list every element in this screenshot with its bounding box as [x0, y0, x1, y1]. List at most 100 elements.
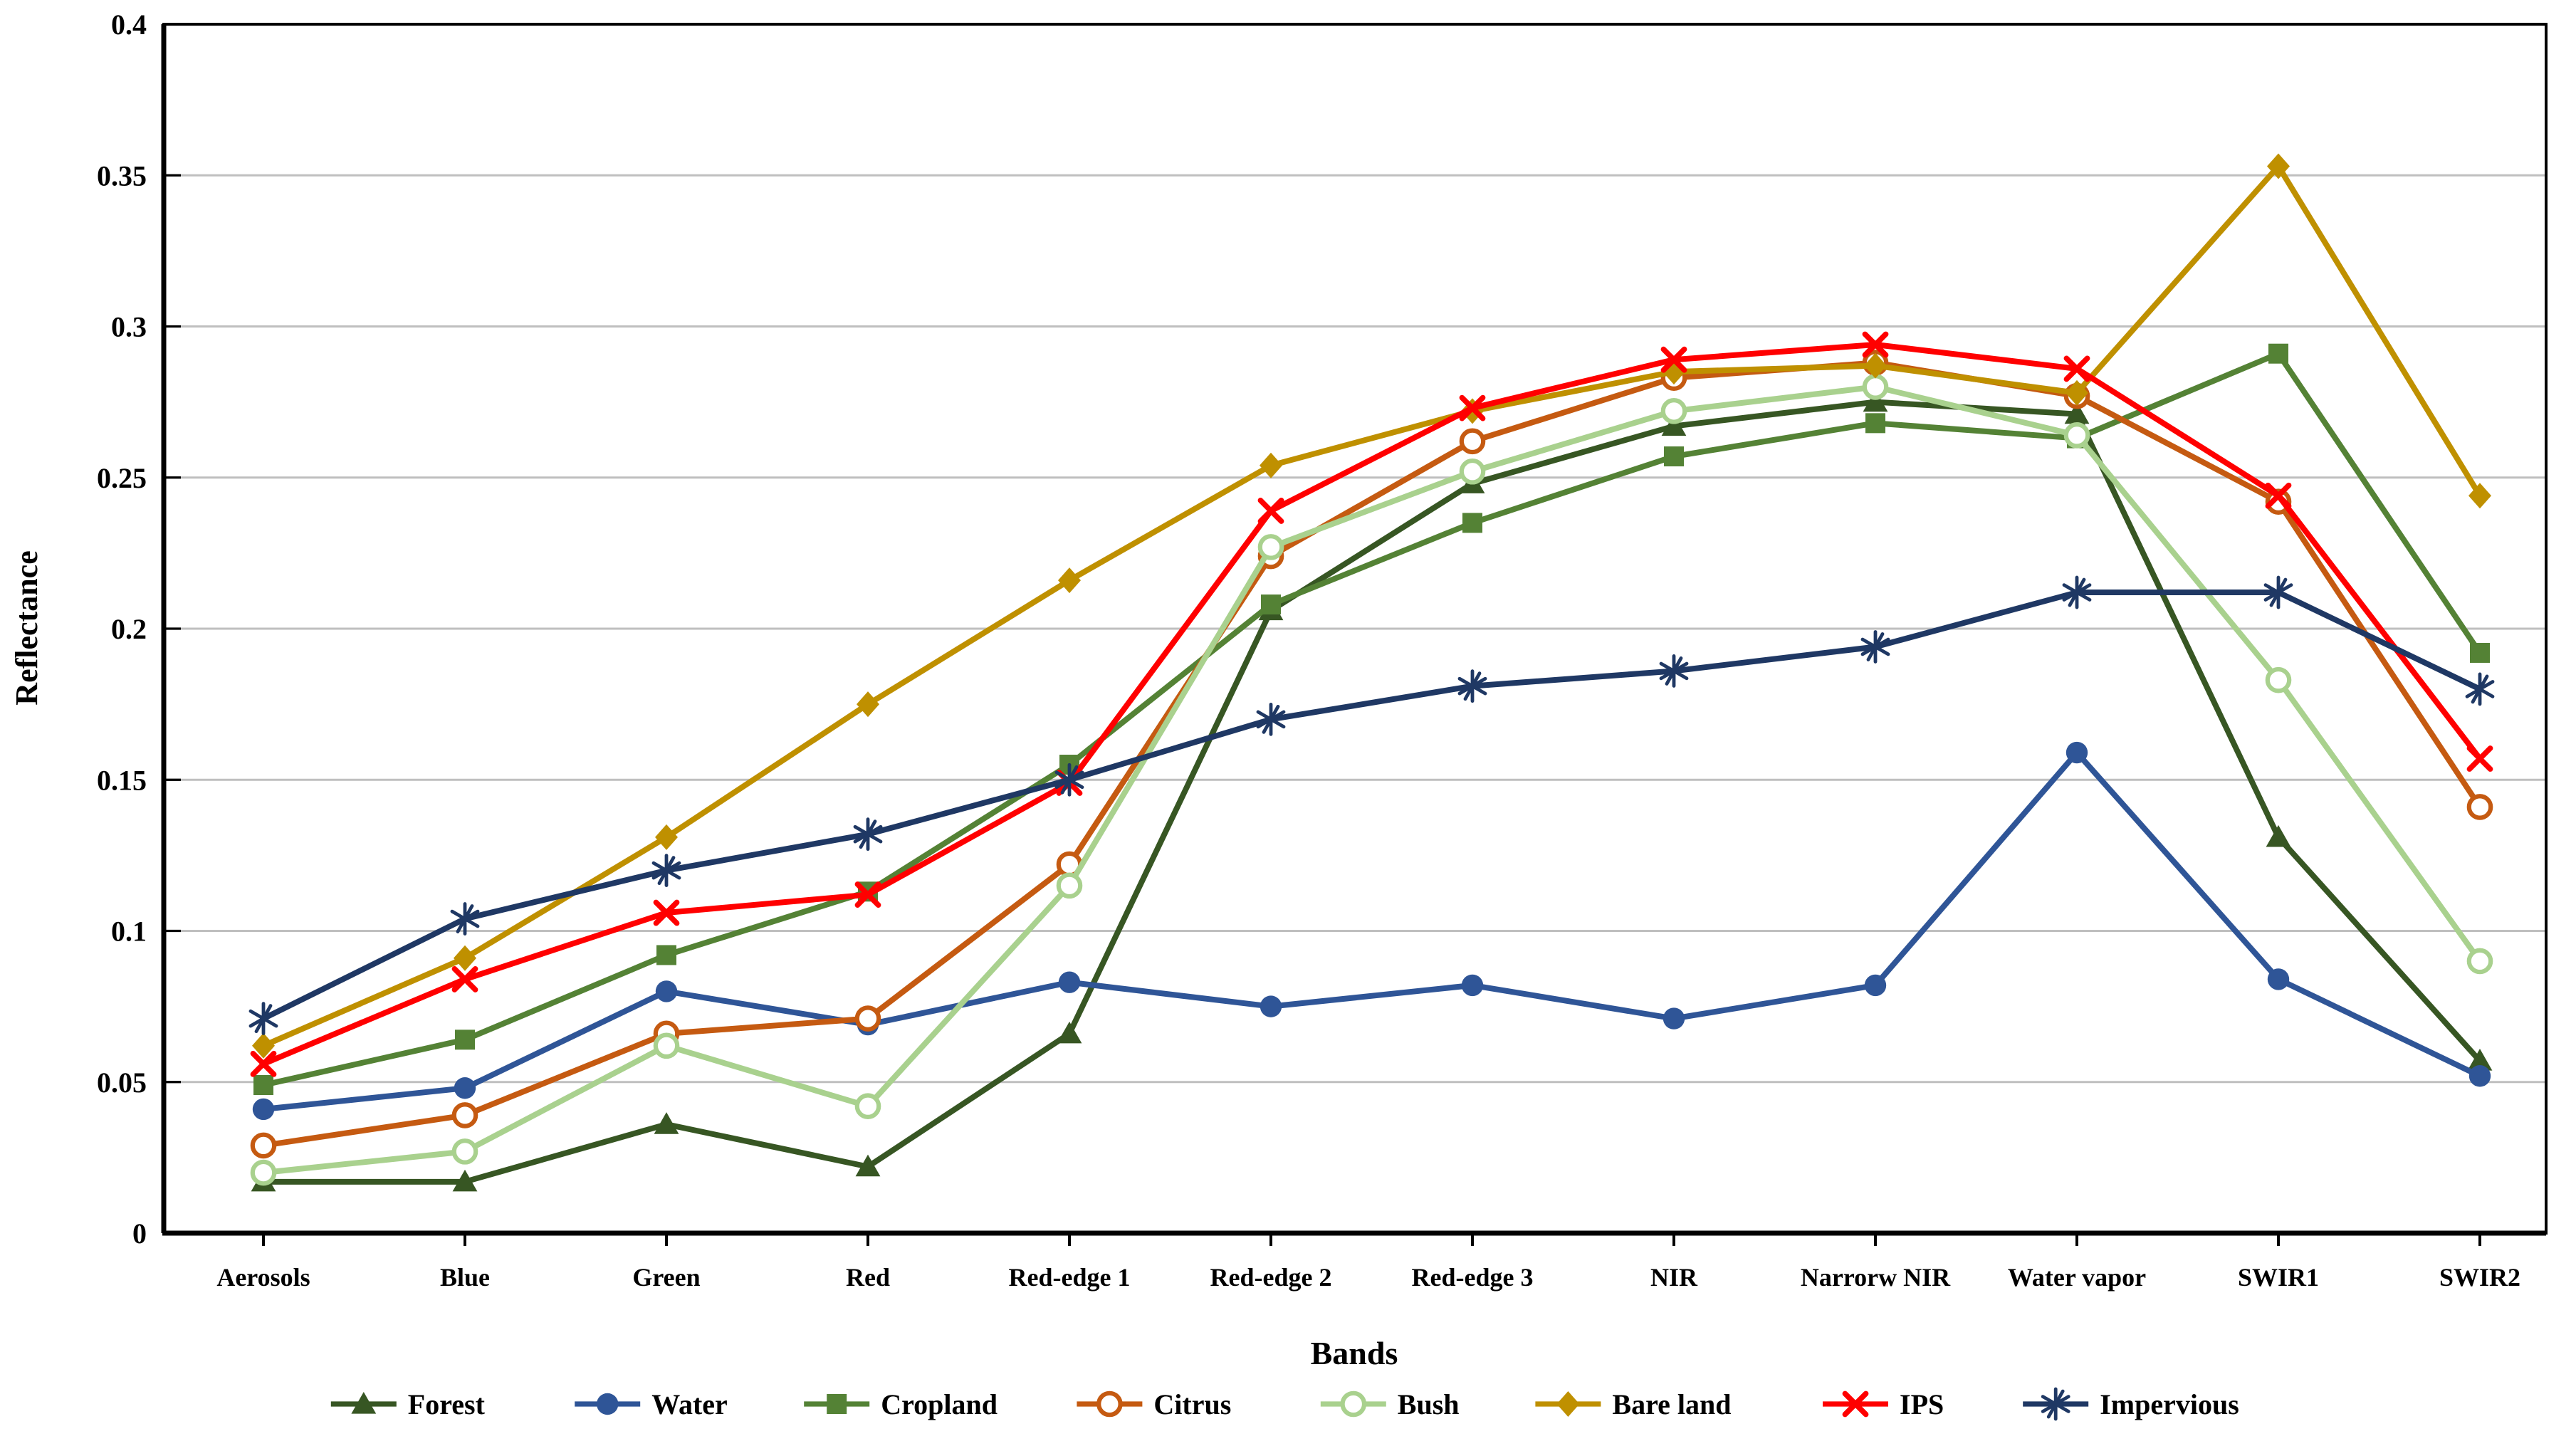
series-bare-land: [252, 153, 2491, 1059]
gridlines: [164, 174, 2546, 1084]
series-line: [261, 750, 2483, 1112]
marker: [854, 881, 881, 908]
x-tick-label-1: Blue: [440, 1263, 490, 1292]
marker: [2466, 745, 2493, 772]
legend-label: Forest: [408, 1388, 486, 1420]
marker: [654, 1112, 679, 1134]
series-line: [261, 360, 2483, 1148]
marker: [455, 1030, 475, 1050]
marker: [351, 1392, 377, 1414]
marker: [450, 902, 480, 936]
marker: [1057, 1021, 1082, 1044]
x-axis-title: Bands: [1311, 1335, 1398, 1371]
marker: [1865, 413, 1885, 434]
series-citrus: [250, 350, 2493, 1159]
legend-label: Citrus: [1153, 1388, 1231, 1420]
marker: [1054, 763, 1084, 797]
marker: [452, 1169, 478, 1192]
marker: [454, 945, 476, 971]
marker: [454, 1077, 476, 1099]
marker: [854, 1005, 881, 1032]
marker: [2466, 794, 2493, 820]
marker: [1058, 971, 1081, 993]
marker: [2468, 483, 2491, 509]
marker: [250, 1159, 277, 1186]
x-tick-label-2: Green: [632, 1263, 700, 1292]
marker: [1459, 394, 1486, 421]
y-tick-label: 0.1: [111, 916, 147, 948]
marker: [1863, 389, 1888, 412]
marker: [653, 899, 680, 926]
marker: [1660, 398, 1687, 424]
y-tick-label: 0: [132, 1217, 147, 1250]
marker: [1056, 872, 1083, 899]
legend-label: Cropland: [881, 1388, 998, 1420]
marker: [2267, 153, 2290, 179]
legend-item-bare-land: Bare land: [1535, 1388, 1731, 1420]
marker: [1457, 669, 1487, 703]
marker: [1660, 346, 1687, 373]
legend-item-citrus: Citrus: [1077, 1388, 1231, 1420]
marker: [1663, 1007, 1685, 1030]
series-line: [261, 590, 2483, 1022]
marker: [1260, 452, 1282, 478]
marker: [2063, 422, 2090, 449]
marker: [1256, 702, 1286, 736]
marker: [2065, 379, 2088, 406]
marker: [853, 817, 883, 852]
marker: [1058, 567, 1081, 594]
legend-item-forest: Forest: [330, 1388, 486, 1420]
marker: [1257, 498, 1284, 524]
marker: [2268, 343, 2288, 364]
marker: [2267, 968, 2290, 990]
legend-item-water: Water: [575, 1388, 728, 1420]
marker: [2063, 355, 2090, 382]
series-line: [261, 350, 2483, 1088]
marker: [1864, 352, 1887, 379]
legend-label: Water: [651, 1388, 728, 1420]
y-tick-label: 0.15: [97, 764, 147, 796]
marker: [1659, 654, 1689, 688]
legend: Forest Water Cropland Citrus Bush Bare land IP…: [330, 1387, 2239, 1421]
marker: [1261, 594, 1281, 615]
y-tick-labels: 0 0.05 0.1 0.15 0.2 0.25 0.3 0.35 0.4: [97, 9, 181, 1250]
series-line: [261, 399, 2483, 1185]
series-impervious: [248, 575, 2495, 1036]
legend-label: Bare land: [1612, 1388, 1731, 1420]
marker: [1461, 974, 1484, 997]
y-tick-label: 0.2: [111, 613, 147, 645]
marker: [1556, 1391, 1580, 1417]
marker: [2263, 575, 2293, 609]
marker: [1260, 995, 1282, 1017]
marker: [2465, 672, 2495, 706]
marker: [1459, 458, 1486, 485]
marker: [252, 1098, 275, 1121]
marker: [1096, 1390, 1123, 1418]
marker: [1459, 428, 1486, 455]
marker: [651, 854, 681, 887]
legend-label: IPS: [1900, 1388, 1944, 1420]
marker: [1860, 630, 1890, 664]
marker: [250, 1132, 277, 1159]
x-tick-label-8: Narrorw NIR: [1801, 1263, 1951, 1292]
marker: [451, 966, 478, 992]
legend-label: Bush: [1398, 1388, 1460, 1420]
marker: [451, 1102, 478, 1128]
marker: [1842, 1390, 1869, 1418]
marker: [2470, 642, 2490, 663]
legend-item-bush: Bush: [1320, 1388, 1460, 1420]
legend-item-impervious: Impervious: [2023, 1387, 2239, 1421]
marker: [2265, 666, 2292, 693]
marker: [2467, 1049, 2493, 1071]
x-tick-label-9: Water vapor: [2008, 1263, 2146, 1292]
marker: [2468, 1065, 2491, 1087]
x-tick-label-5: Red-edge 2: [1210, 1263, 1332, 1292]
marker: [253, 1074, 273, 1095]
marker: [252, 1032, 275, 1059]
x-tick-labels: Aerosols Blue Green Red Red-edge 1 Red-edge 2…: [216, 1233, 2520, 1292]
y-tick-label: 0.25: [97, 462, 147, 494]
marker: [1340, 1390, 1367, 1418]
marker: [855, 1154, 881, 1177]
x-tick-label-11: SWIR2: [2439, 1263, 2520, 1292]
